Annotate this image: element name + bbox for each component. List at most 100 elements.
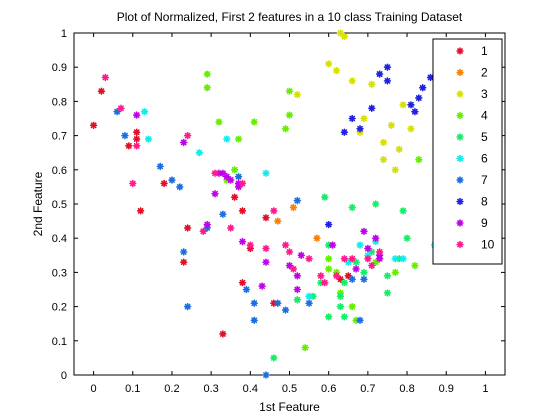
x-tick-label: 0.6 bbox=[321, 383, 336, 395]
data-point-class-10 bbox=[368, 261, 376, 270]
data-point-class-8 bbox=[356, 125, 364, 133]
data-point-class-10 bbox=[317, 272, 325, 280]
data-point-class-6 bbox=[391, 255, 399, 263]
legend-marker-10 bbox=[456, 240, 464, 249]
data-point-class-6 bbox=[356, 241, 364, 249]
legend-label: 2 bbox=[481, 66, 488, 80]
data-point-class-5 bbox=[399, 207, 407, 215]
data-point-class-10 bbox=[321, 278, 329, 287]
data-point-class-6 bbox=[223, 135, 231, 143]
data-point-class-3 bbox=[379, 155, 388, 164]
data-point-class-10 bbox=[375, 248, 384, 256]
data-point-class-1 bbox=[219, 330, 227, 338]
data-point-class-1 bbox=[160, 179, 168, 188]
data-point-class-10 bbox=[340, 255, 349, 263]
data-point-class-8 bbox=[426, 73, 435, 82]
legend-marker-4 bbox=[456, 111, 464, 120]
data-point-class-5 bbox=[340, 313, 349, 321]
data-point-class-4 bbox=[215, 118, 223, 126]
data-point-class-4 bbox=[324, 255, 333, 263]
data-point-class-4 bbox=[285, 87, 294, 95]
data-point-class-4 bbox=[391, 268, 399, 277]
y-tick-label: 0.7 bbox=[52, 131, 67, 143]
legend-marker-3 bbox=[456, 90, 464, 98]
legend-label: 6 bbox=[481, 152, 488, 166]
data-point-class-1 bbox=[97, 87, 106, 95]
data-point-class-9 bbox=[360, 227, 368, 236]
x-tick-label: 0 bbox=[91, 383, 97, 395]
y-tick-label: 0.9 bbox=[52, 62, 67, 74]
data-point-class-5 bbox=[403, 234, 411, 242]
legend-marker-6 bbox=[456, 154, 464, 163]
data-point-class-4 bbox=[415, 155, 423, 164]
data-point-class-7 bbox=[121, 131, 129, 140]
data-point-class-3 bbox=[293, 90, 302, 99]
data-point-class-7 bbox=[113, 107, 121, 116]
data-point-class-10 bbox=[285, 248, 294, 256]
data-point-class-9 bbox=[364, 244, 372, 253]
data-point-class-1 bbox=[125, 142, 133, 150]
legend: 1 2 3 4 5 6 7 8 9 10 bbox=[432, 38, 503, 265]
data-point-class-5 bbox=[383, 289, 392, 297]
data-point-class-3 bbox=[395, 145, 403, 153]
data-point-class-3 bbox=[324, 60, 333, 68]
data-point-class-4 bbox=[281, 125, 290, 133]
data-point-class-7 bbox=[156, 162, 164, 171]
y-tick-label: 0.5 bbox=[52, 199, 67, 211]
data-point-class-3 bbox=[360, 114, 368, 123]
y-tick-label: 0.2 bbox=[52, 302, 67, 314]
data-point-class-5 bbox=[383, 272, 392, 280]
data-point-class-7 bbox=[250, 316, 258, 324]
data-point-class-10 bbox=[129, 179, 137, 188]
data-point-class-3 bbox=[399, 101, 407, 109]
data-point-class-8 bbox=[383, 77, 392, 85]
y-tick-label: 1 bbox=[61, 28, 67, 40]
y-tick-label: 0.6 bbox=[52, 165, 67, 177]
data-point-class-6 bbox=[262, 169, 270, 177]
data-point-class-4 bbox=[203, 84, 211, 92]
data-point-class-5 bbox=[324, 241, 333, 249]
data-point-class-8 bbox=[415, 94, 423, 102]
data-point-class-10 bbox=[117, 104, 125, 112]
data-point-class-5 bbox=[371, 200, 380, 208]
chart-title: Plot of Normalized, First 2 features in … bbox=[117, 10, 463, 24]
data-point-class-3 bbox=[391, 166, 399, 174]
data-point-class-10 bbox=[305, 255, 313, 263]
data-point-class-7 bbox=[305, 299, 313, 307]
data-point-class-5 bbox=[340, 278, 349, 287]
data-point-class-9 bbox=[328, 241, 337, 249]
data-point-class-4 bbox=[411, 261, 419, 270]
data-point-class-5 bbox=[336, 292, 345, 301]
data-point-class-3 bbox=[379, 138, 388, 147]
x-tick-label: 0.9 bbox=[439, 383, 454, 395]
data-point-class-9 bbox=[203, 220, 211, 229]
data-point-class-6 bbox=[305, 292, 313, 301]
data-point-class-8 bbox=[368, 104, 376, 112]
legend-label: 1 bbox=[481, 44, 488, 58]
data-point-class-4 bbox=[348, 302, 356, 311]
data-point-class-10 bbox=[132, 142, 141, 150]
data-point-class-3 bbox=[387, 121, 396, 130]
data-point-class-3 bbox=[340, 32, 349, 41]
x-tick-label: 0.5 bbox=[282, 383, 297, 395]
data-point-class-7 bbox=[234, 172, 243, 181]
y-tick-label: 0.8 bbox=[52, 96, 67, 108]
data-point-class-8 bbox=[340, 128, 349, 136]
data-point-class-5 bbox=[324, 313, 333, 321]
data-point-class-1 bbox=[89, 121, 98, 130]
data-point-class-4 bbox=[234, 135, 243, 143]
data-point-class-8 bbox=[407, 101, 415, 109]
data-point-class-10 bbox=[262, 244, 270, 253]
data-point-class-7 bbox=[293, 196, 302, 205]
data-point-class-8 bbox=[383, 63, 392, 71]
data-point-class-10 bbox=[348, 255, 356, 263]
data-point-class-4 bbox=[301, 343, 309, 352]
x-tick-label: 0.2 bbox=[164, 383, 179, 395]
data-point-class-9 bbox=[293, 272, 302, 280]
data-point-class-9 bbox=[227, 176, 235, 184]
data-point-class-7 bbox=[274, 299, 282, 307]
data-point-class-1 bbox=[262, 213, 270, 222]
data-point-class-9 bbox=[258, 282, 266, 290]
data-point-class-7 bbox=[356, 316, 364, 324]
data-point-class-8 bbox=[324, 220, 333, 229]
